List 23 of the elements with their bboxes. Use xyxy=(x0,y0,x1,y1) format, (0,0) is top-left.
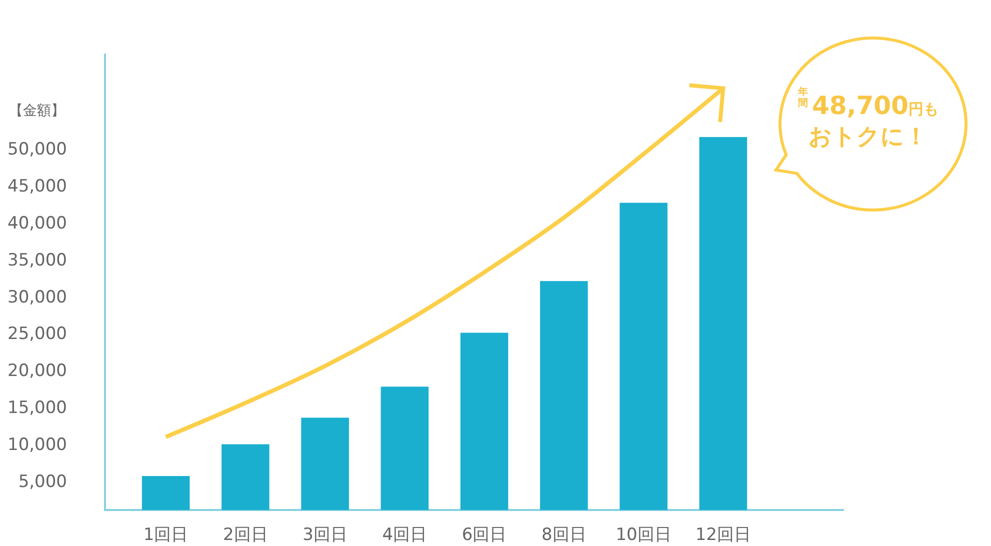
x-tick-label: 4回日 xyxy=(382,525,428,545)
y-tick-label: 20,000 xyxy=(8,361,67,382)
x-tick-label: 6回日 xyxy=(462,525,507,545)
y-tick-label: 50,000 xyxy=(8,140,67,160)
x-tick-label: 1回日 xyxy=(143,525,188,545)
y-tick-label: 10,000 xyxy=(8,435,67,456)
y-tick-label: 40,000 xyxy=(8,213,67,234)
text: おトクに！ xyxy=(808,124,928,150)
x-tick-label: 3回日 xyxy=(302,525,348,545)
text: 年間 xyxy=(797,86,808,109)
x-tick-label: 2回日 xyxy=(223,525,268,545)
y-axis-title: 【金額】 xyxy=(9,103,65,119)
text: 48,700 xyxy=(812,91,908,120)
y-tick-label: 45,000 xyxy=(8,176,67,197)
x-tick-label: 10回日 xyxy=(616,525,672,545)
x-tick-label: 12回日 xyxy=(695,525,752,545)
y-tick-label: 5,000 xyxy=(18,472,67,492)
y-tick-label: 30,000 xyxy=(8,287,67,308)
text: 円も xyxy=(908,100,938,118)
y-tick-label: 35,000 xyxy=(8,250,67,270)
x-tick-label: 8回日 xyxy=(542,525,586,545)
y-tick-label: 25,000 xyxy=(8,324,67,344)
y-tick-label: 15,000 xyxy=(8,398,67,418)
